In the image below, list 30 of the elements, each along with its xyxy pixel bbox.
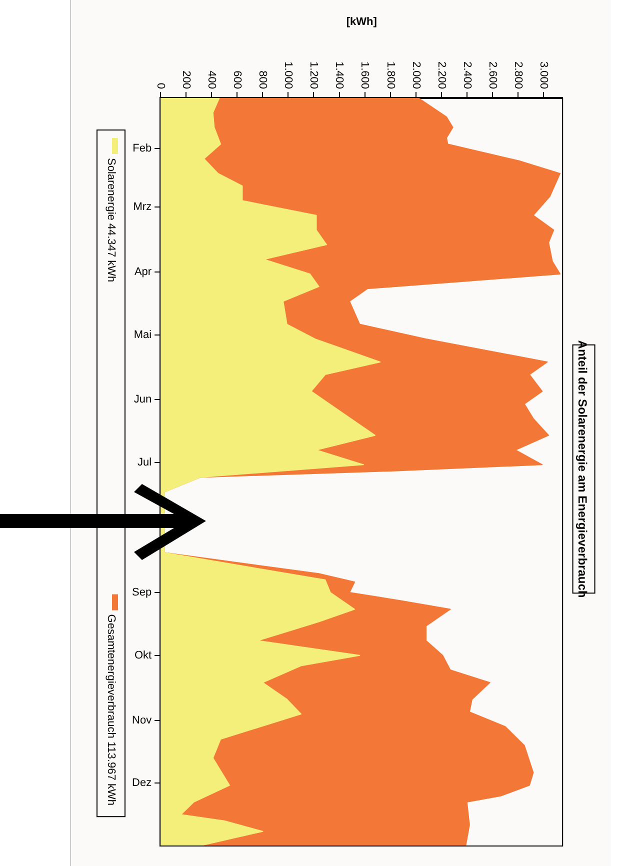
x-tick-label: 0	[154, 82, 167, 89]
x-tick-label: 2.000	[410, 61, 422, 89]
x-tick-label: 1.200	[308, 61, 320, 89]
text: Anteil der Solarenergie am Energieverbrauch	[575, 340, 590, 598]
x-axis-title: [kWh]	[346, 16, 378, 28]
x-tick-label: 1.000	[282, 61, 294, 89]
x-tick-label: 600	[231, 70, 244, 89]
x-tick-label: 2.200	[435, 61, 448, 89]
x-tick-label: 1.800	[384, 61, 396, 89]
x-tick-label: 3.000	[537, 61, 550, 89]
legend-label: Gesamtenergieverbrauch 113.967 kWh	[104, 614, 117, 806]
x-tick-label: 2.600	[486, 61, 498, 89]
y-tick-label: Okt	[134, 649, 152, 662]
y-tick-label: Mai	[134, 328, 152, 341]
y-tick-label: Apr	[134, 266, 152, 278]
y-tick-label: Dez	[132, 777, 152, 790]
x-tick-label: 400	[206, 70, 218, 89]
x-tick-label: 800	[256, 70, 269, 89]
x-tick-label: 2.400	[460, 61, 473, 89]
x-tick-label: 2.800	[512, 61, 524, 89]
legend-label: Solarenergie 44.347 kWh	[104, 158, 117, 282]
x-tick-label: 1.400	[333, 61, 346, 89]
y-tick-label: Feb	[132, 142, 152, 154]
y-tick-label: Jul	[138, 456, 152, 469]
y-tick-label: Jun	[134, 394, 152, 406]
y-tick-label: Mrz	[133, 200, 152, 213]
x-tick-label: 200	[180, 70, 192, 89]
y-tick-label: Sep	[132, 586, 152, 599]
y-tick-label: Nov	[132, 714, 152, 726]
x-tick-label: 1.600	[358, 61, 371, 89]
